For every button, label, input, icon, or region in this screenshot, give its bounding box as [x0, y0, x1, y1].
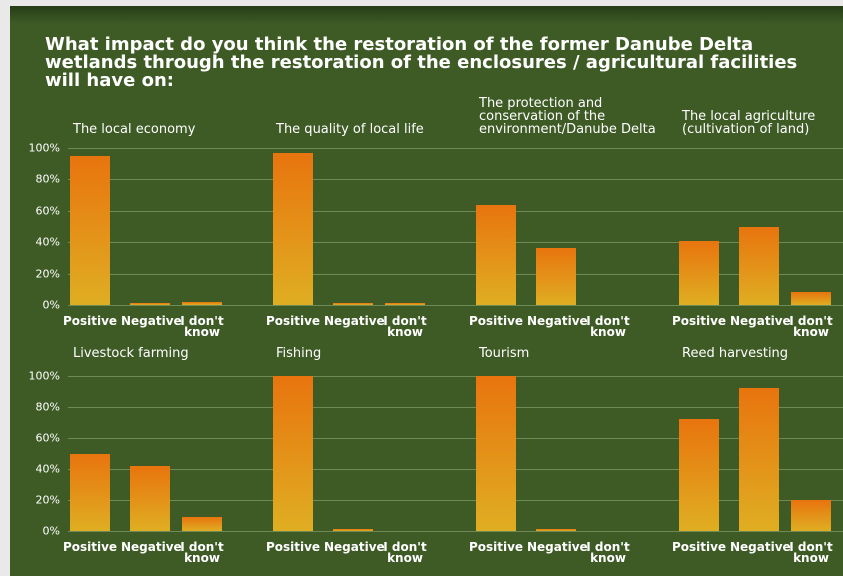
grid-line — [68, 274, 843, 275]
x-tick-label: Negative — [527, 542, 585, 553]
x-tick-label: I don't know — [376, 316, 434, 338]
y-tick-label: 80% — [10, 173, 60, 186]
x-tick-label: Positive — [670, 542, 728, 553]
panel-title: The local agriculture (cultivation of la… — [682, 110, 843, 136]
bar — [536, 529, 576, 531]
y-tick-label: 0% — [10, 299, 60, 312]
bar — [385, 303, 425, 305]
bar — [476, 205, 516, 305]
y-tick-label: 20% — [10, 494, 60, 507]
x-tick-label: Negative — [121, 542, 179, 553]
grid-line — [68, 305, 843, 306]
panel-title: The protection and conservation of the e… — [479, 97, 689, 136]
y-tick-label: 60% — [10, 432, 60, 445]
y-tick-label: 100% — [10, 142, 60, 155]
x-tick-label: Positive — [467, 316, 525, 327]
x-tick-label: Positive — [61, 316, 119, 327]
x-tick-label: Negative — [324, 316, 382, 327]
x-tick-label: Positive — [61, 542, 119, 553]
grid-line — [68, 438, 843, 439]
bar — [273, 376, 313, 531]
page: What impact do you think the restoration… — [0, 0, 843, 576]
x-tick-label: Positive — [264, 316, 322, 327]
panel-title: Fishing — [276, 347, 486, 360]
bar — [70, 156, 110, 305]
bar — [791, 292, 831, 305]
y-tick-label: 0% — [10, 525, 60, 538]
bar — [739, 227, 779, 306]
main-title: What impact do you think the restoration… — [45, 36, 825, 90]
grid-line — [68, 407, 843, 408]
x-tick-label: Negative — [527, 316, 585, 327]
x-tick-label: I don't know — [579, 316, 637, 338]
bar — [273, 153, 313, 305]
x-tick-label: Negative — [730, 542, 788, 553]
x-tick-label: Negative — [121, 316, 179, 327]
x-tick-label: Positive — [467, 542, 525, 553]
y-tick-label: 20% — [10, 267, 60, 280]
bar — [679, 419, 719, 531]
grid-line — [68, 211, 843, 212]
grid-line — [68, 179, 843, 180]
x-tick-label: Positive — [264, 542, 322, 553]
bar — [130, 303, 170, 305]
bar — [536, 248, 576, 305]
bar — [70, 454, 110, 532]
panel-title: The local economy — [73, 123, 283, 136]
y-tick-label: 60% — [10, 204, 60, 217]
bar — [476, 376, 516, 531]
grid-line — [68, 531, 843, 532]
x-tick-label: I don't know — [376, 542, 434, 564]
grid-line — [68, 242, 843, 243]
y-tick-label: 80% — [10, 401, 60, 414]
panel-title: Livestock farming — [73, 347, 283, 360]
panel-title: Tourism — [479, 347, 689, 360]
panel-title: Reed harvesting — [682, 347, 843, 360]
x-tick-label: Positive — [670, 316, 728, 327]
bar — [791, 500, 831, 531]
x-tick-label: Negative — [730, 316, 788, 327]
y-tick-label: 100% — [10, 370, 60, 383]
bar — [333, 529, 373, 531]
x-tick-label: I don't know — [173, 316, 231, 338]
x-tick-label: Negative — [324, 542, 382, 553]
panel-title: The quality of local life — [276, 123, 486, 136]
bar — [130, 466, 170, 531]
y-tick-label: 40% — [10, 236, 60, 249]
y-tick-label: 40% — [10, 463, 60, 476]
x-tick-label: I don't know — [782, 316, 840, 338]
x-tick-label: I don't know — [173, 542, 231, 564]
bar — [182, 517, 222, 531]
grid-line — [68, 376, 843, 377]
grid-line — [68, 500, 843, 501]
grass-strip — [10, 6, 843, 24]
x-tick-label: I don't know — [782, 542, 840, 564]
grid-line — [68, 148, 843, 149]
bar — [182, 302, 222, 305]
bar — [739, 388, 779, 531]
bar — [679, 241, 719, 305]
grid-line — [68, 469, 843, 470]
x-tick-label: I don't know — [579, 542, 637, 564]
bar — [333, 303, 373, 305]
